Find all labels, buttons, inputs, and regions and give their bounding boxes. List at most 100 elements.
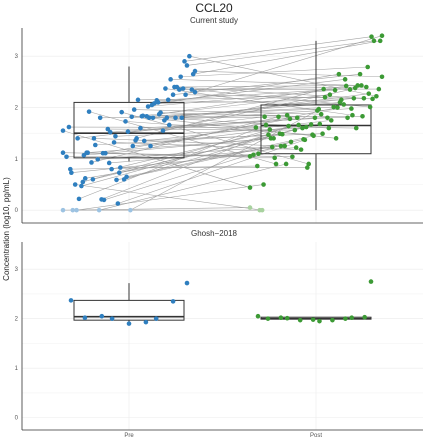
paired-line (117, 139, 305, 204)
data-point-post (278, 143, 284, 149)
data-point-pre (84, 150, 89, 155)
data-point-post (376, 86, 382, 92)
paired-line (105, 152, 293, 158)
paired-line (193, 40, 381, 75)
y-tick-label: 3 (15, 267, 19, 273)
data-point-pre (126, 321, 132, 326)
x-tick-label-post: Post (310, 433, 322, 439)
data-point-pre (91, 136, 97, 141)
data-point-pre (114, 177, 119, 183)
data-point-post (257, 207, 263, 213)
data-point-post (318, 111, 324, 117)
data-point-post (265, 316, 271, 321)
data-point-pre (179, 115, 185, 121)
data-point-post (277, 131, 283, 137)
data-point-post (345, 115, 350, 121)
data-point-post (310, 317, 316, 322)
data-point-pre (158, 110, 163, 115)
data-point-post (269, 144, 275, 150)
data-point-pre (99, 197, 104, 202)
data-point-post (293, 145, 299, 150)
data-point-pre (183, 92, 188, 98)
data-point-pre (153, 316, 159, 321)
paired-line (189, 55, 377, 97)
y-tick-label: 3 (15, 54, 19, 60)
data-point-post (377, 38, 383, 44)
paired-line (186, 40, 374, 66)
data-point-post (271, 136, 276, 141)
paired-line (154, 99, 342, 104)
paired-line (146, 106, 334, 117)
data-point-post (317, 318, 322, 324)
data-point-pre (192, 89, 198, 95)
data-point-post (367, 104, 373, 110)
data-point-post (332, 87, 338, 93)
data-point-post (305, 165, 310, 170)
data-point-post (317, 121, 323, 127)
data-point-post (276, 114, 281, 120)
data-point-pre (144, 113, 149, 119)
paired-line (114, 142, 302, 150)
data-point-post (335, 105, 340, 110)
data-point-pre (72, 182, 78, 187)
data-point-post (349, 315, 355, 320)
data-point-post (361, 96, 367, 101)
paired-line (82, 129, 270, 183)
data-point-pre (145, 104, 151, 109)
data-point-post (339, 97, 344, 103)
data-point-post (286, 123, 291, 129)
paired-line (194, 35, 383, 93)
paired-line (76, 184, 264, 211)
data-point-post (296, 122, 301, 128)
data-point-post (347, 87, 353, 92)
data-point-pre (100, 150, 106, 156)
data-point-post (273, 161, 279, 167)
x-tick-label-pre: Pre (124, 433, 134, 439)
paired-line (109, 147, 297, 164)
box-post (260, 104, 372, 155)
box-pre (73, 299, 185, 321)
paired-line (148, 89, 336, 107)
data-point-pre (173, 115, 178, 121)
data-point-pre (135, 97, 141, 103)
y-tick-label: 0 (15, 208, 19, 214)
data-point-pre (129, 114, 135, 120)
data-point-pre (97, 115, 103, 121)
data-point-post (255, 313, 261, 319)
data-point-pre (113, 133, 118, 139)
paired-line (119, 126, 307, 174)
panel-title-current-study: Current study (190, 16, 238, 25)
data-point-pre (82, 315, 88, 320)
data-point-pre (138, 125, 143, 131)
data-point-post (308, 122, 314, 127)
data-point-pre (168, 77, 173, 82)
data-point-pre (160, 128, 166, 133)
data-point-pre (82, 176, 88, 181)
paired-line (93, 138, 281, 147)
data-point-pre (163, 86, 168, 91)
data-point-pre (139, 113, 145, 119)
data-point-pre (107, 129, 113, 135)
data-point-pre (89, 160, 94, 165)
data-point-pre (149, 102, 155, 108)
data-point-post (321, 86, 326, 92)
data-point-post (331, 104, 336, 110)
data-point-post (263, 122, 269, 128)
paired-line (135, 133, 323, 141)
x-axis: Pre Post (124, 433, 322, 439)
data-point-pre (111, 140, 117, 145)
y-tick-label: 2 (15, 106, 19, 112)
data-point-post (247, 205, 253, 210)
paired-line (78, 124, 267, 200)
data-point-post (284, 315, 290, 321)
data-point-pre (118, 165, 123, 170)
data-point-pre (170, 299, 176, 304)
data-point-pre (90, 177, 96, 182)
paired-line (184, 36, 372, 62)
data-point-post (247, 153, 253, 159)
paired-line (166, 98, 354, 119)
paired-line (194, 70, 383, 78)
paired-line (191, 88, 379, 90)
data-point-post (365, 64, 371, 70)
